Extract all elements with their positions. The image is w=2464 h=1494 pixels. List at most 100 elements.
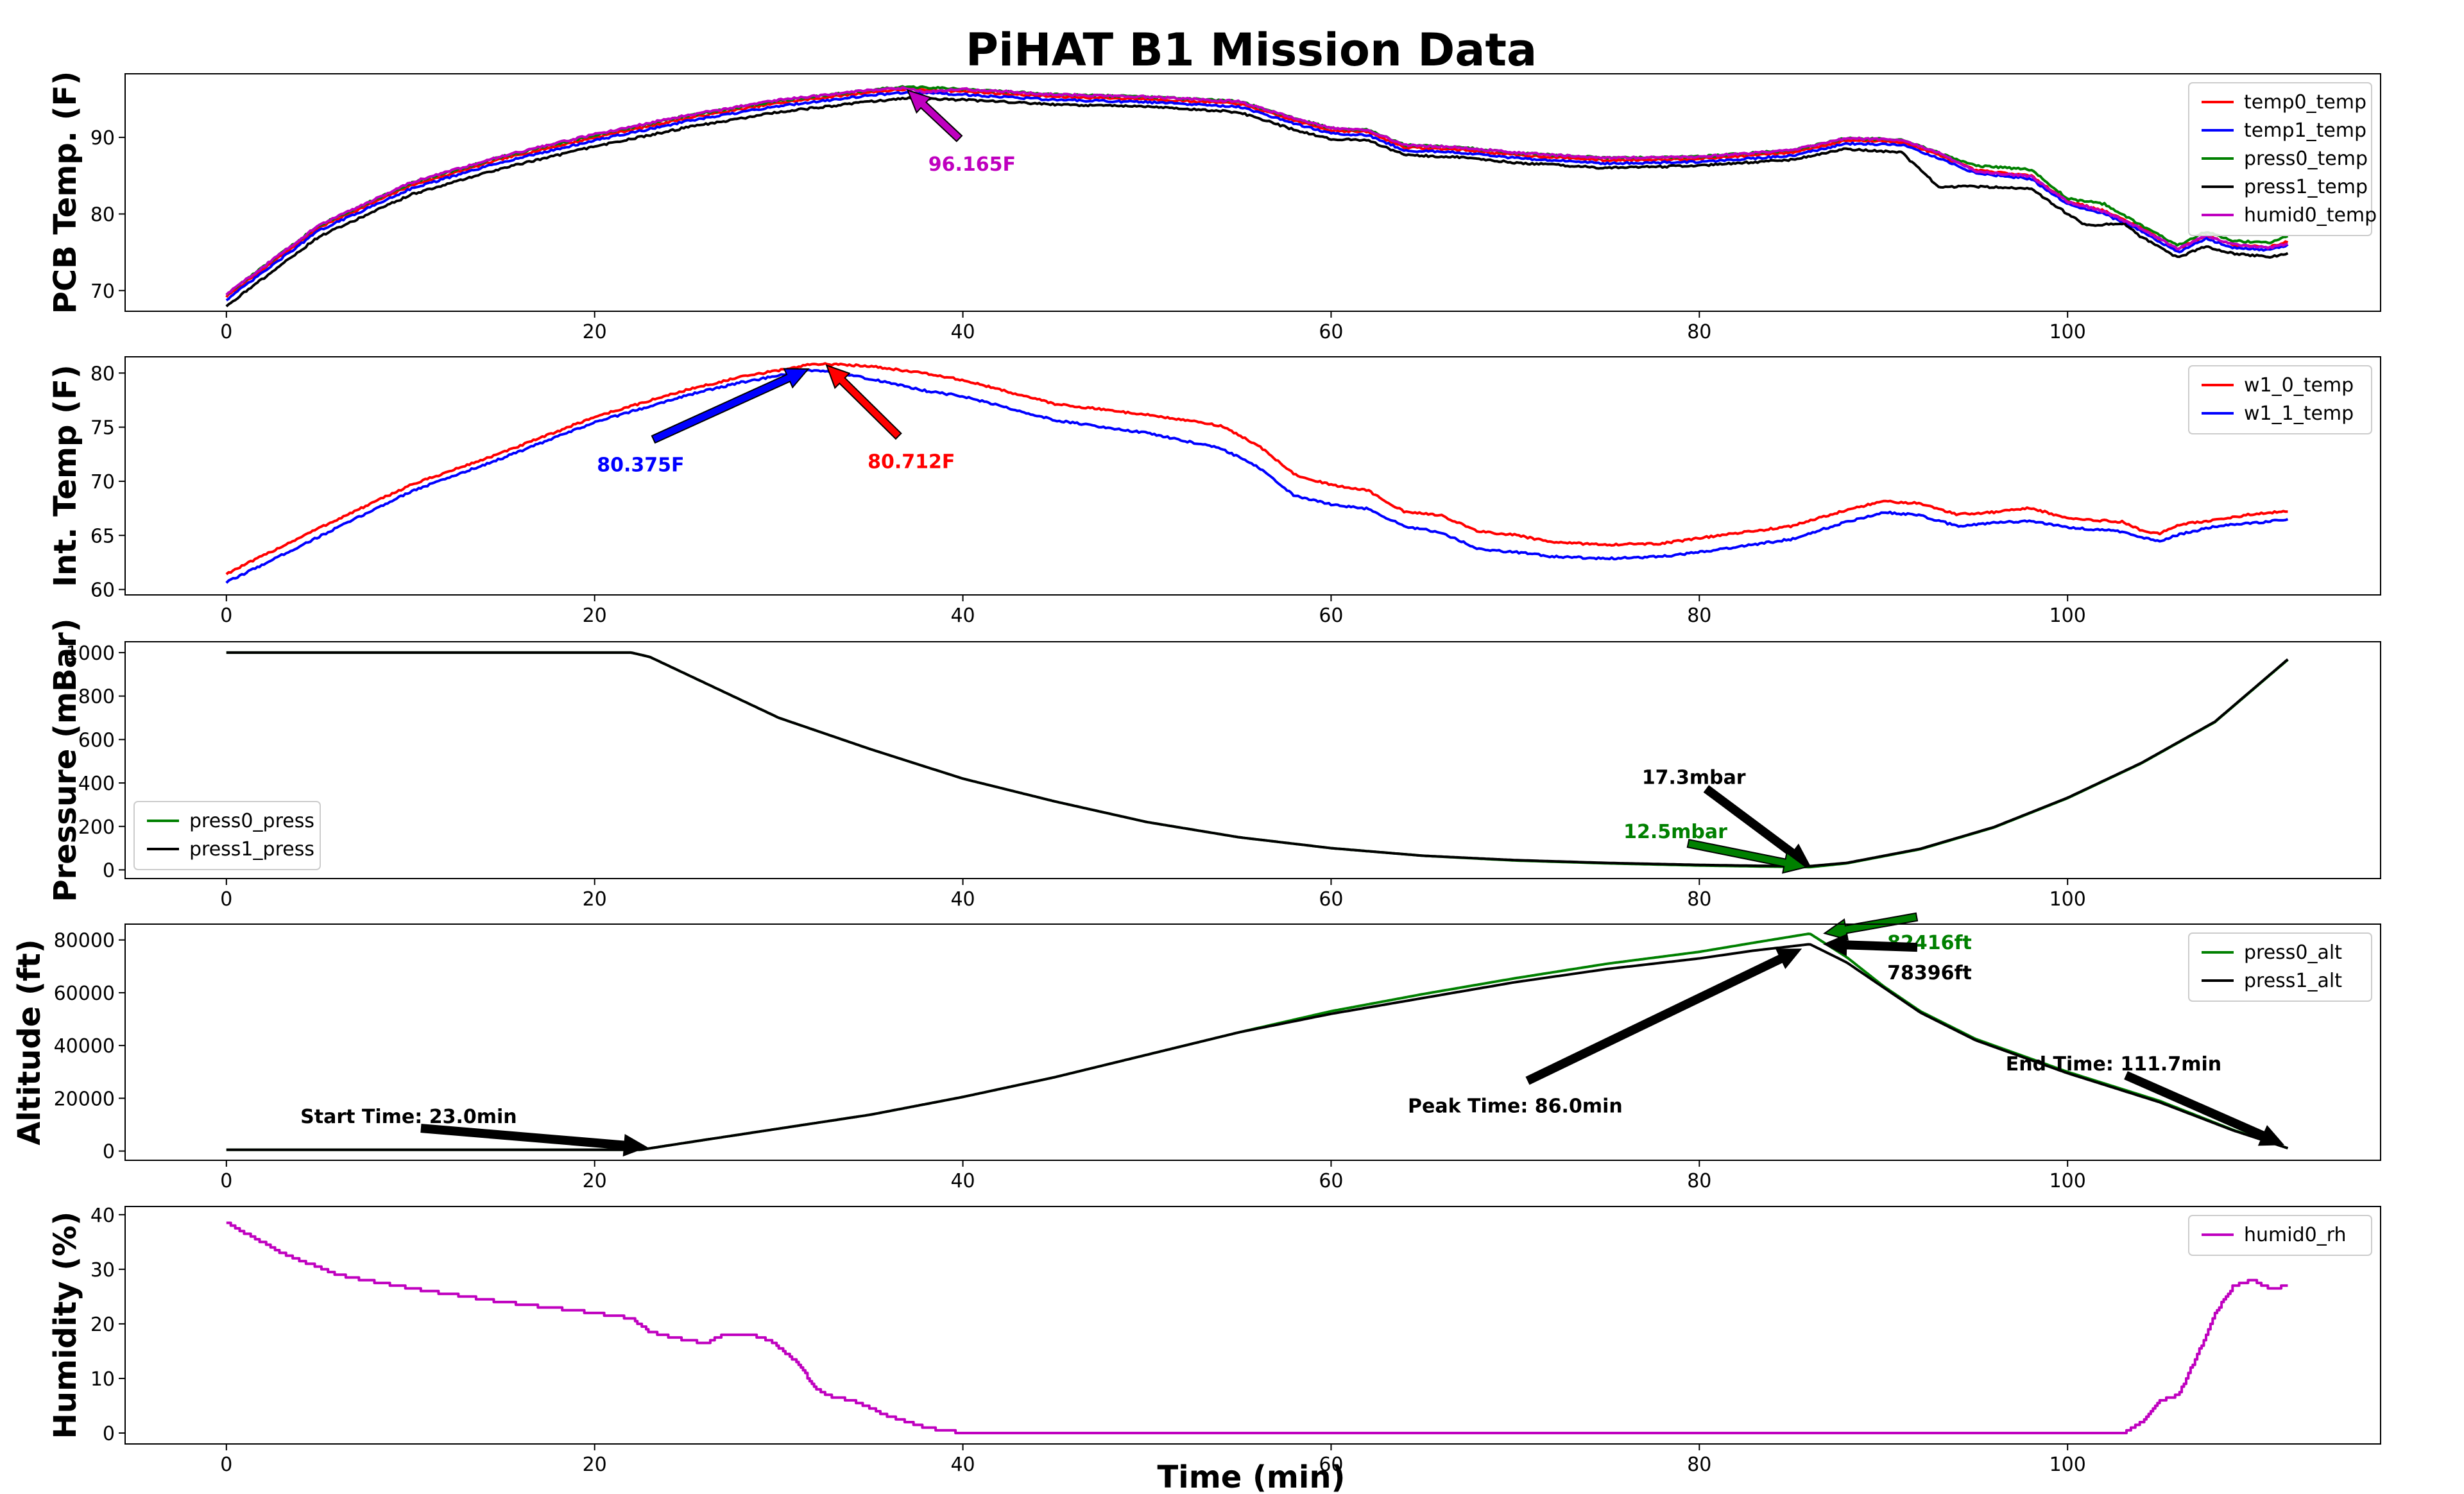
x-tick-label: 80 bbox=[1687, 888, 1711, 911]
series-line-w1_1_temp bbox=[225, 368, 2289, 584]
legend-entry: humid0_temp bbox=[2244, 204, 2377, 227]
x-tick-label: 40 bbox=[950, 605, 975, 627]
y-tick-label: 70 bbox=[90, 471, 115, 494]
series-line-press1_alt bbox=[226, 943, 2288, 1151]
axes-frame bbox=[124, 1206, 2381, 1445]
y-tick-label: 10 bbox=[90, 1368, 115, 1391]
annotation-arrow bbox=[1686, 839, 1808, 874]
x-tick-label: 40 bbox=[950, 888, 975, 911]
legend-entry: temp0_temp bbox=[2244, 91, 2366, 114]
axes-frame bbox=[124, 641, 2381, 879]
x-tick-label: 40 bbox=[950, 1170, 975, 1192]
legend: w1_0_temp w1_1_temp bbox=[2188, 365, 2372, 434]
axes-frame bbox=[124, 923, 2381, 1161]
series-line-w1_0_temp bbox=[225, 362, 2288, 576]
x-tick-label: 100 bbox=[2049, 888, 2086, 911]
x-tick-label: 100 bbox=[2049, 1454, 2086, 1476]
x-tick-label: 0 bbox=[220, 1454, 232, 1476]
y-tick-label: 70 bbox=[90, 280, 115, 303]
y-tick-label: 30 bbox=[90, 1259, 115, 1282]
y-tick-label: 400 bbox=[78, 773, 115, 795]
subplot-4: Altitude (ft) 0 20 40 60 80 100 0 20000 40000 6000… bbox=[12, 912, 2381, 1192]
legend: temp0_temp temp1_temp press0_temp press1_te… bbox=[2188, 82, 2377, 236]
y-tick-label: 600 bbox=[78, 729, 115, 751]
y-tick-label: 80 bbox=[90, 203, 115, 226]
annotation-arrow bbox=[1525, 949, 1802, 1085]
y-axis-label: PCB Temp. (F) bbox=[47, 71, 83, 314]
x-tick-label: 60 bbox=[1319, 1170, 1343, 1192]
series-line-press1_temp bbox=[225, 96, 2289, 307]
x-tick-label: 0 bbox=[220, 605, 232, 627]
y-tick-label: 40000 bbox=[54, 1035, 115, 1058]
x-tick-label: 60 bbox=[1319, 888, 1343, 911]
legend: humid0_rh bbox=[2188, 1215, 2372, 1256]
annotation-arrow bbox=[825, 364, 902, 440]
y-tick-label: 60000 bbox=[54, 983, 115, 1005]
annotation-label: Peak Time: 86.0min bbox=[1408, 1095, 1623, 1118]
x-tick-label: 40 bbox=[950, 321, 975, 343]
y-tick-label: 90 bbox=[90, 127, 115, 150]
legend-entry: humid0_rh bbox=[2244, 1224, 2347, 1246]
x-tick-label: 100 bbox=[2049, 605, 2086, 627]
annotation-arrow bbox=[651, 368, 810, 444]
y-tick-label: 80 bbox=[90, 363, 115, 385]
annotation-label: 80.375F bbox=[597, 454, 684, 477]
x-tick-label: 0 bbox=[220, 1170, 232, 1192]
x-tick-label: 0 bbox=[220, 321, 232, 343]
annotation-arrow bbox=[1823, 933, 1918, 957]
y-tick-label: 20000 bbox=[54, 1088, 115, 1110]
y-tick-label: 20 bbox=[90, 1314, 115, 1336]
y-tick-label: 0 bbox=[103, 1141, 115, 1163]
x-tick-label: 0 bbox=[220, 888, 232, 911]
x-tick-label: 20 bbox=[583, 1454, 607, 1476]
legend-entry: press1_press bbox=[189, 838, 314, 861]
figure-title: PiHAT B1 Mission Data bbox=[966, 24, 1537, 76]
x-tick-label: 80 bbox=[1687, 1170, 1711, 1192]
x-axis-label: Time (min) bbox=[1158, 1459, 1346, 1494]
legend-entry: press0_press bbox=[189, 810, 314, 832]
series-line-press0_press bbox=[226, 651, 2289, 869]
x-tick-label: 20 bbox=[583, 321, 607, 343]
x-tick-label: 80 bbox=[1687, 321, 1711, 343]
x-tick-label: 60 bbox=[1319, 321, 1343, 343]
y-tick-label: 40 bbox=[90, 1205, 115, 1227]
series-line-temp0_temp bbox=[225, 87, 2289, 298]
subplot-1: PCB Temp. (F) 0 20 40 60 80 100 70 80 90 96.165F te… bbox=[47, 71, 2381, 343]
annotation-label: 78396ft bbox=[1887, 962, 1972, 984]
subplots: PCB Temp. (F)0 20 40 60 80 10070809096.165Fte… bbox=[12, 71, 2381, 1476]
legend: press0_press press1_press bbox=[133, 801, 321, 870]
y-tick-label: 60 bbox=[90, 580, 115, 602]
x-tick-label: 40 bbox=[950, 1454, 975, 1476]
annotation-label: 96.165F bbox=[928, 153, 1016, 176]
y-axis-label: Humidity (%) bbox=[47, 1212, 83, 1439]
y-tick-label: 0 bbox=[103, 859, 115, 882]
y-tick-label: 0 bbox=[103, 1423, 115, 1445]
x-tick-label: 100 bbox=[2049, 1170, 2086, 1192]
x-tick-label: 60 bbox=[1319, 605, 1343, 627]
legend-entry: temp1_temp bbox=[2244, 119, 2366, 142]
x-tick-label: 80 bbox=[1687, 1454, 1711, 1476]
axes-frame bbox=[124, 356, 2381, 596]
x-tick-label: 20 bbox=[583, 605, 607, 627]
annotation-label: End Time: 111.7min bbox=[2006, 1053, 2221, 1076]
y-axis-label: Int. Temp (F) bbox=[47, 365, 83, 587]
legend-entry: press0_temp bbox=[2244, 148, 2368, 170]
annotation-label: 17.3mbar bbox=[1642, 767, 1746, 789]
y-tick-label: 65 bbox=[90, 525, 115, 547]
x-tick-label: 80 bbox=[1687, 605, 1711, 627]
subplot-3: Pressure (mBar) 0 20 40 60 80 1000200400600800… bbox=[47, 618, 2381, 911]
y-tick-label: 200 bbox=[78, 816, 115, 839]
legend-entry: press0_alt bbox=[2244, 941, 2342, 964]
x-tick-label: 60 bbox=[1319, 1454, 1343, 1476]
x-tick-label: 20 bbox=[583, 888, 607, 911]
legend: press0_alt press1_alt bbox=[2188, 932, 2372, 1002]
axes-frame bbox=[124, 73, 2381, 312]
y-tick-label: 800 bbox=[78, 686, 115, 708]
legend-entry: press1_alt bbox=[2244, 970, 2342, 992]
legend-entry: w1_0_temp bbox=[2244, 374, 2354, 397]
annotation-label: Start Time: 23.0min bbox=[300, 1106, 517, 1128]
y-axis-label: Altitude (ft) bbox=[12, 939, 47, 1145]
series-line-humid0_temp bbox=[225, 86, 2288, 296]
legend-entry: w1_1_temp bbox=[2244, 402, 2354, 425]
